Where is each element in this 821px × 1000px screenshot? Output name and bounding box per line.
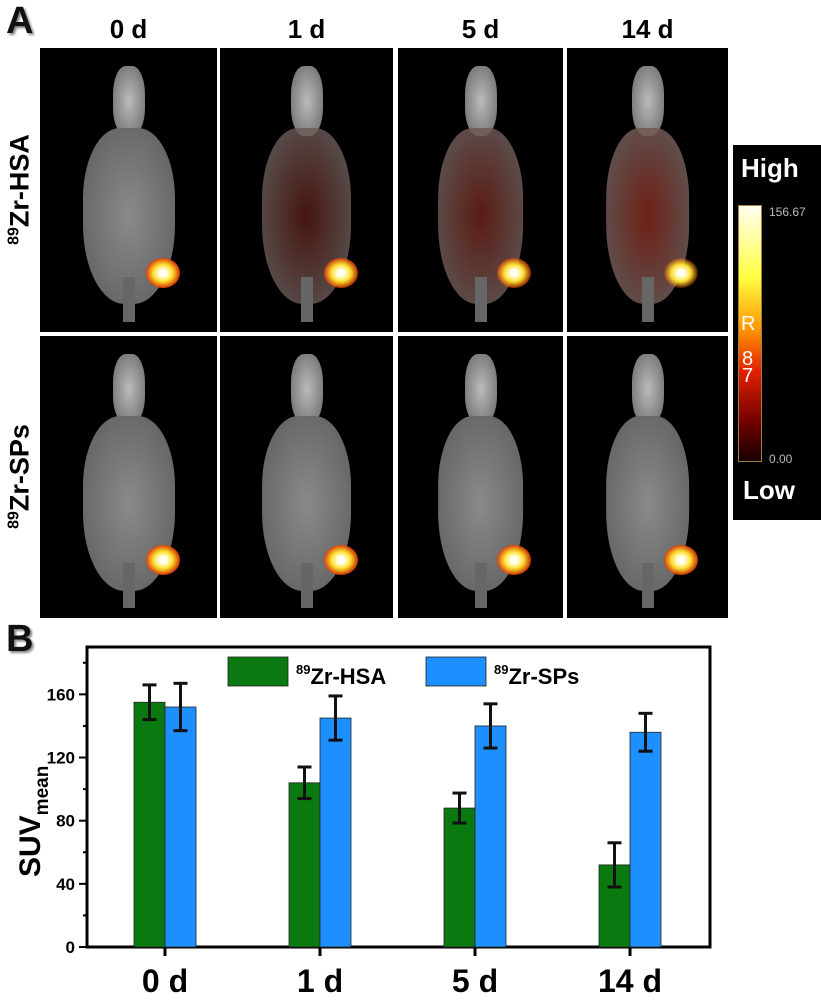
mouse-tail [300,563,313,608]
legend-label: 89Zr-HSA [296,662,386,689]
isotope-superscript: 89 [5,511,23,529]
mouse-head [464,354,497,424]
column-label: 1 d [287,14,326,44]
mouse-tail [122,277,135,322]
y-axis-label-main: SUV [14,815,47,877]
bar-zr-sps-14d [629,731,662,948]
colorbar-glyph-7: 7 [742,365,754,387]
column-label: 0 d [109,14,148,44]
mouse-head [290,354,323,424]
row-label: 89Zr-SPs [5,357,36,597]
tumor-hotspot [146,258,181,289]
mouse-head [631,354,664,424]
mouse-tail [641,563,654,608]
y-axis-label-subscript: mean [32,766,53,816]
mouse-tail [122,563,135,608]
tumor-hotspot [663,544,698,575]
mouse-head [290,66,323,136]
panel-a-label: A [6,0,34,42]
colorbar-low-label: Low [743,475,795,505]
legend-swatch [425,656,487,687]
bar-zr-hsa-1d [288,782,321,948]
y-tick-label: 120 [47,749,75,768]
bar-zr-sps-5d [474,725,507,948]
x-tick-label: 0 d [142,963,188,999]
x-tick-label: 5 d [452,963,498,999]
bar-zr-sps-1d [319,717,352,948]
y-tick-label: 160 [47,685,75,704]
tumor-hotspot [497,544,531,575]
mouse-head [631,66,664,136]
tumor-hotspot [323,258,358,289]
pet-ct-image [40,336,217,618]
tracer-name: Zr-HSA [4,134,35,228]
y-tick-label: 0 [66,938,75,957]
column-label: 5 d [461,14,500,44]
pet-ct-image [567,336,728,618]
pet-ct-image [398,336,563,618]
legend-superscript: 89 [296,662,310,677]
colorbar-min: 0.00 [769,452,793,466]
x-tick-label: 1 d [297,963,343,999]
y-tick-label: 80 [56,812,75,831]
isotope-superscript: 89 [5,227,23,245]
bar-zr-hsa-0d [133,701,166,948]
legend-swatch [227,656,289,687]
pet-ct-image [40,48,217,332]
x-tick-label: 14 d [598,963,662,999]
mouse-tail [300,277,313,322]
mouse-tail [474,277,487,322]
tumor-hotspot [146,544,181,575]
tumor-hotspot [323,544,358,575]
legend-superscript: 89 [494,662,508,677]
y-axis-label: SUVmean [14,766,53,877]
legend-name: Zr-SPs [508,664,579,689]
colorbar-max: 156.67 [769,205,806,219]
pet-ct-image [220,48,393,332]
colorbar-glyph-8: 8 [742,348,754,370]
mouse-tail [641,277,654,322]
tumor-hotspot [663,258,698,289]
colorbar-glyph-r: R [741,313,756,335]
tumor-hotspot [497,258,531,289]
mouse-head [464,66,497,136]
pet-ct-image [567,48,728,332]
panel-b-label: B [6,618,34,660]
tracer-name: Zr-SPs [4,424,35,512]
bar-zr-hsa-5d [443,807,476,948]
colorbar-high-label: High [741,153,799,183]
colorbar: High 156.67 R 8 7 0.00 Low [733,145,821,520]
mouse-head [112,66,145,136]
mouse-head [112,354,145,424]
colorbar-gradient [738,205,762,462]
y-tick-label: 40 [56,875,75,894]
pet-ct-image [398,48,563,332]
legend-name: Zr-HSA [310,664,386,689]
bar-zr-sps-0d [164,706,197,948]
mouse-tail [474,563,487,608]
row-label: 89Zr-HSA [5,70,36,310]
pet-ct-image [220,336,393,618]
legend-label: 89Zr-SPs [494,662,579,689]
column-label: 14 d [621,14,674,44]
